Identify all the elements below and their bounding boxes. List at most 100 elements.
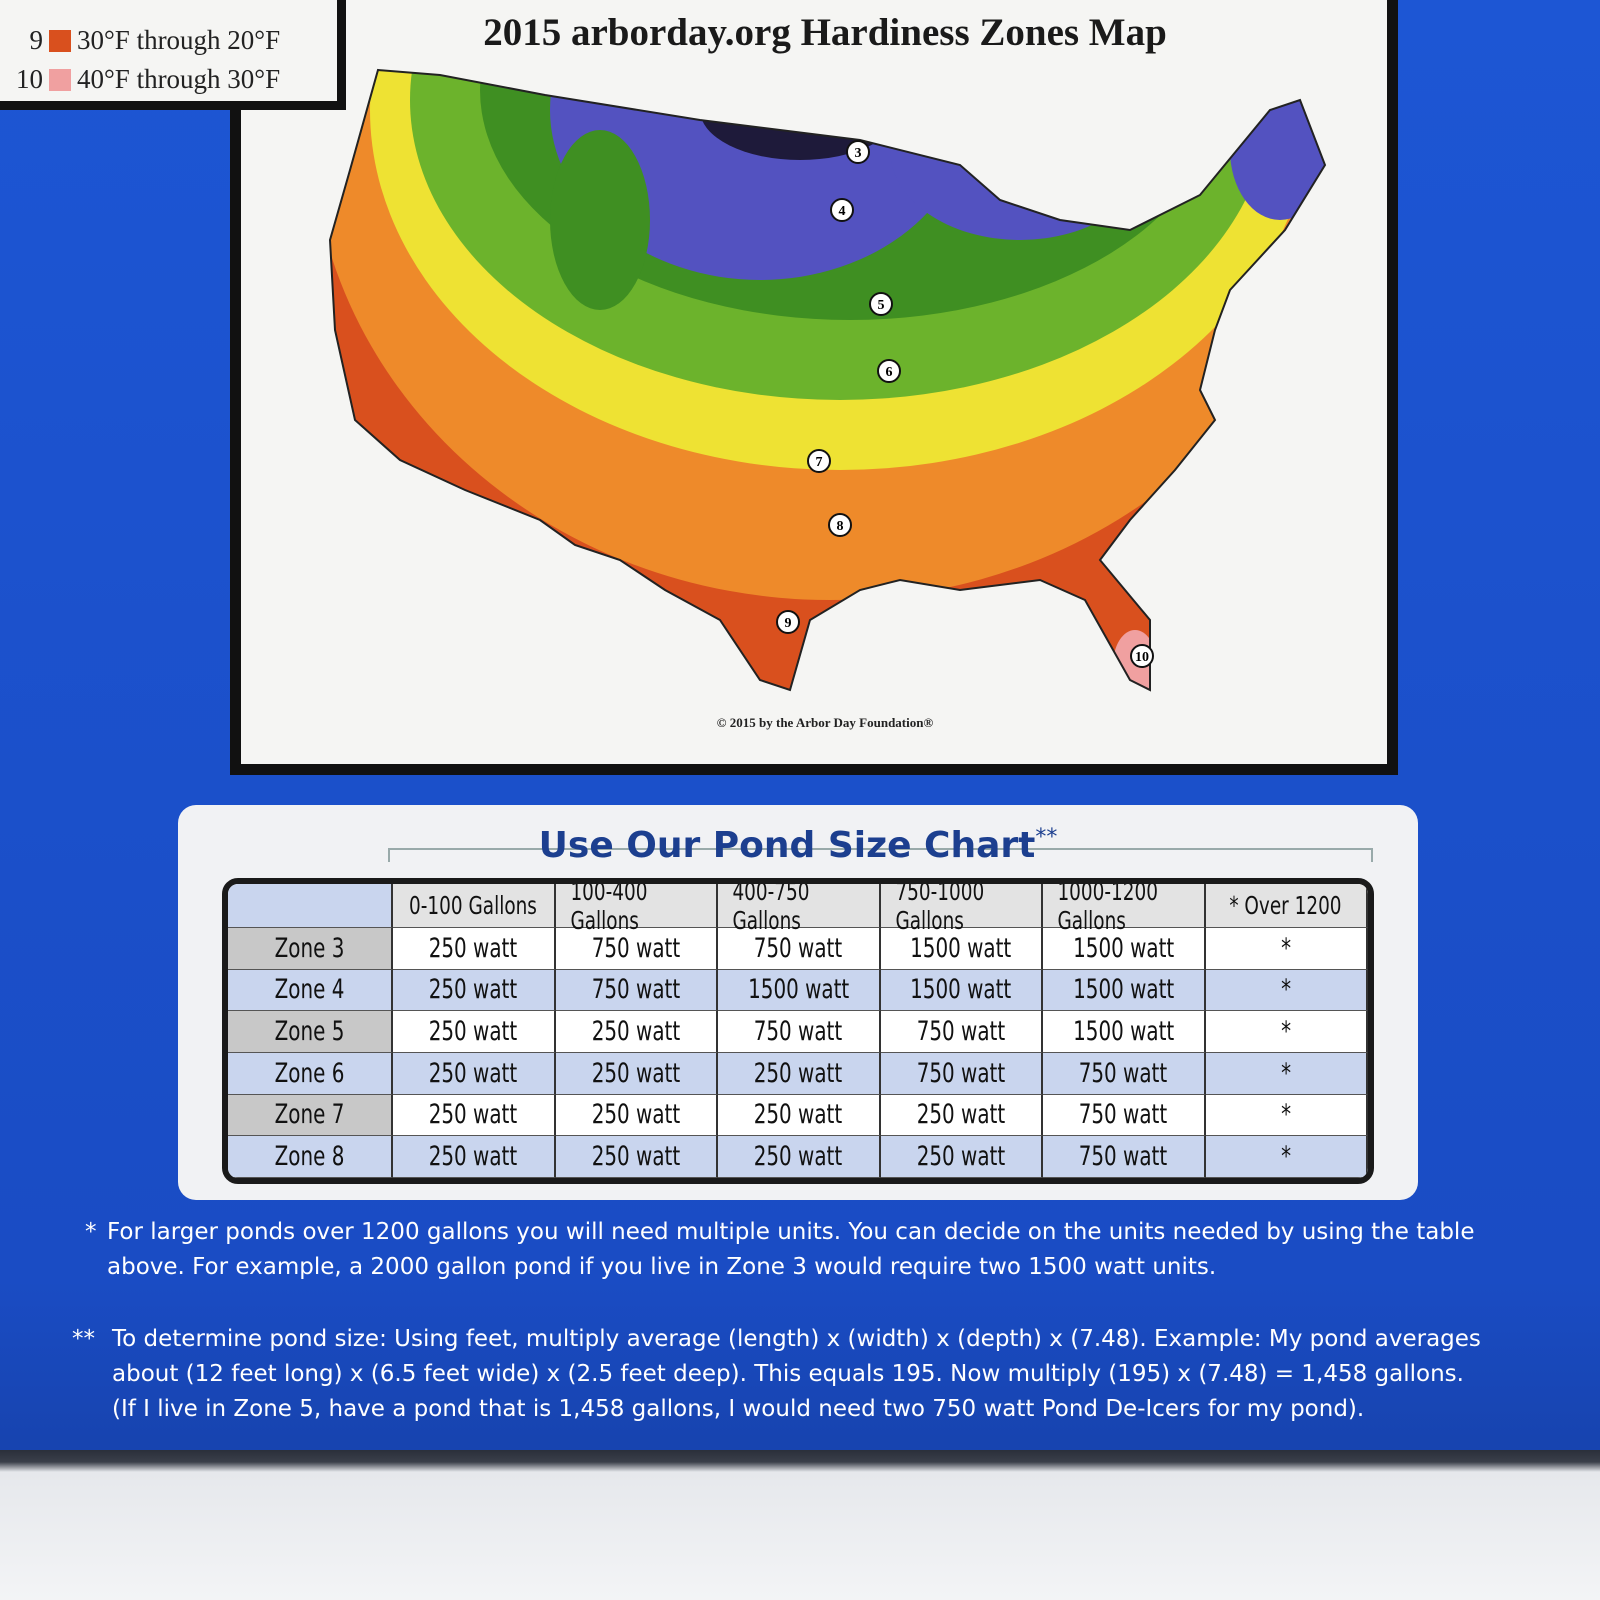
cell-text: Zone 5 [274, 1016, 345, 1048]
table-cell: 750 watt [880, 1011, 1043, 1053]
table-cell: * [1205, 1136, 1368, 1178]
zone-label: 8 [837, 519, 844, 534]
table-cell: 750 watt [1043, 1053, 1206, 1095]
table-cell: 750 watt [1043, 1094, 1206, 1137]
title-rule [388, 848, 1373, 862]
zone-circle [869, 292, 893, 316]
table-cell: 750 watt [880, 1053, 1043, 1095]
column-header: 1000-1200 Gallons [1043, 884, 1206, 935]
cell-text: * [1280, 1099, 1291, 1131]
table-cell: 250 watt [880, 1136, 1043, 1178]
cell-text: Zone 4 [274, 974, 345, 1006]
cell-text: 750 watt [1079, 1099, 1168, 1131]
table-cell: 250 watt [393, 969, 556, 1012]
table-cell: 750 watt [718, 1011, 881, 1053]
cell-text: 750 watt [916, 1016, 1005, 1048]
zone-label: 3 [855, 146, 862, 161]
cell-text: * [1280, 974, 1291, 1006]
cell-text: 250 watt [429, 1099, 518, 1131]
zone-label: 10 [1135, 650, 1149, 665]
pond-title: Use Our Pond Size Chart** [178, 825, 1418, 866]
cell-text: 250 watt [429, 1141, 518, 1173]
map-title: 2015 arborday.org Hardiness Zones Map [483, 11, 1167, 54]
cell-text: 250 watt [591, 1099, 680, 1131]
table-cell: 250 watt [393, 1053, 556, 1095]
cell-text: Zone 6 [274, 1057, 345, 1089]
table-cell: 750 watt [718, 928, 881, 970]
note-text: To determine pond size: Using feet, mult… [112, 1326, 1481, 1422]
zone-bands [330, 70, 1325, 690]
zone-label: 6 [886, 365, 893, 380]
table-cell: 1500 watt [718, 969, 881, 1012]
cell-text: 250 watt [754, 1099, 843, 1131]
table-cell: 1500 watt [1043, 969, 1206, 1012]
cell-text: 1500 watt [1072, 974, 1174, 1006]
cell-text: 250 watt [754, 1141, 843, 1173]
table-cell: * [1205, 928, 1368, 970]
note-mark: * [85, 1219, 97, 1245]
cell-text: 1500 watt [910, 932, 1012, 964]
table-cell: 1500 watt [880, 969, 1043, 1012]
zone-label: 9 [785, 616, 792, 631]
table-cell: 250 watt [555, 1011, 718, 1053]
legend-row: 9 30°F through 20°F [13, 25, 281, 56]
legend-zone: 10 [16, 64, 43, 94]
column-header: 750-1000 Gallons [880, 884, 1043, 935]
table-cell: 250 watt [555, 1136, 718, 1178]
cell-text: 250 watt [429, 974, 518, 1006]
zone-cell: Zone 6 [228, 1053, 393, 1095]
zone-label: 4 [839, 204, 846, 219]
title-text: Use Our Pond Size Chart [538, 825, 1036, 866]
zone-circle [828, 513, 852, 537]
table-cell: 250 watt [393, 1011, 556, 1053]
table-cell: 1500 watt [1043, 1011, 1206, 1053]
cell-text: 250 watt [916, 1141, 1005, 1173]
cell-text: 250 watt [754, 1057, 843, 1089]
table-cell: 250 watt [718, 1053, 881, 1095]
zone-circle [877, 359, 901, 383]
cell-text: 750 watt [1079, 1141, 1168, 1173]
corner-cell [228, 884, 393, 928]
cell-text: 100-400 Gallons [569, 878, 647, 935]
cell-text: 1500 watt [747, 974, 849, 1006]
column-header: * Over 1200 [1205, 884, 1368, 928]
table-cell: 250 watt [880, 1094, 1043, 1137]
cell-text: * Over 1200 [1229, 891, 1342, 920]
legend-zone: 9 [29, 25, 44, 55]
zone-circle [1130, 644, 1154, 668]
zone-cell: Zone 7 [228, 1094, 393, 1137]
cell-text: 1500 watt [910, 974, 1012, 1006]
cell-text: 250 watt [591, 1057, 680, 1089]
column-header: 400-750 Gallons [718, 884, 881, 935]
cell-text: 750 watt [916, 1057, 1005, 1089]
table-cell: 750 watt [555, 928, 718, 970]
cell-text: 750 watt [591, 974, 680, 1006]
zone-label: 7 [816, 455, 823, 470]
cell-text: 250 watt [429, 1016, 518, 1048]
cell-text: 750 watt [754, 1016, 843, 1048]
zone-cell: Zone 8 [228, 1136, 393, 1178]
zone-circle [846, 140, 870, 164]
cell-text: * [1280, 1057, 1291, 1089]
zone-circle [807, 449, 831, 473]
cell-text: 250 watt [916, 1099, 1005, 1131]
zone-circle [776, 610, 800, 634]
cell-text: 250 watt [591, 1141, 680, 1173]
box-edge [0, 1450, 1600, 1600]
zone-cell: Zone 3 [228, 928, 393, 970]
note: ** To determine pond size: Using feet, mu… [72, 1322, 1492, 1427]
table-cell: 250 watt [393, 1094, 556, 1137]
legend-label: 30°F through 20°F [77, 25, 281, 55]
cell-text: 750 watt [1079, 1057, 1168, 1089]
pond-table: 0-100 Gallons 100-400 Gallons 400-750 Gall… [222, 878, 1374, 1184]
cell-text: 0-100 Gallons [409, 891, 538, 920]
title-mark: ** [1035, 825, 1058, 850]
cell-text: 400-750 Gallons [732, 878, 810, 935]
table-cell: 250 watt [718, 1136, 881, 1178]
legend-swatch [49, 68, 71, 91]
cell-text: 250 watt [429, 932, 518, 964]
cell-text: 750 watt [591, 932, 680, 964]
table-cell: * [1205, 1011, 1368, 1053]
legend: 9 30°F through 20°F 10 40°F through 30°F [0, 0, 346, 110]
cell-text: Zone 3 [274, 932, 345, 964]
